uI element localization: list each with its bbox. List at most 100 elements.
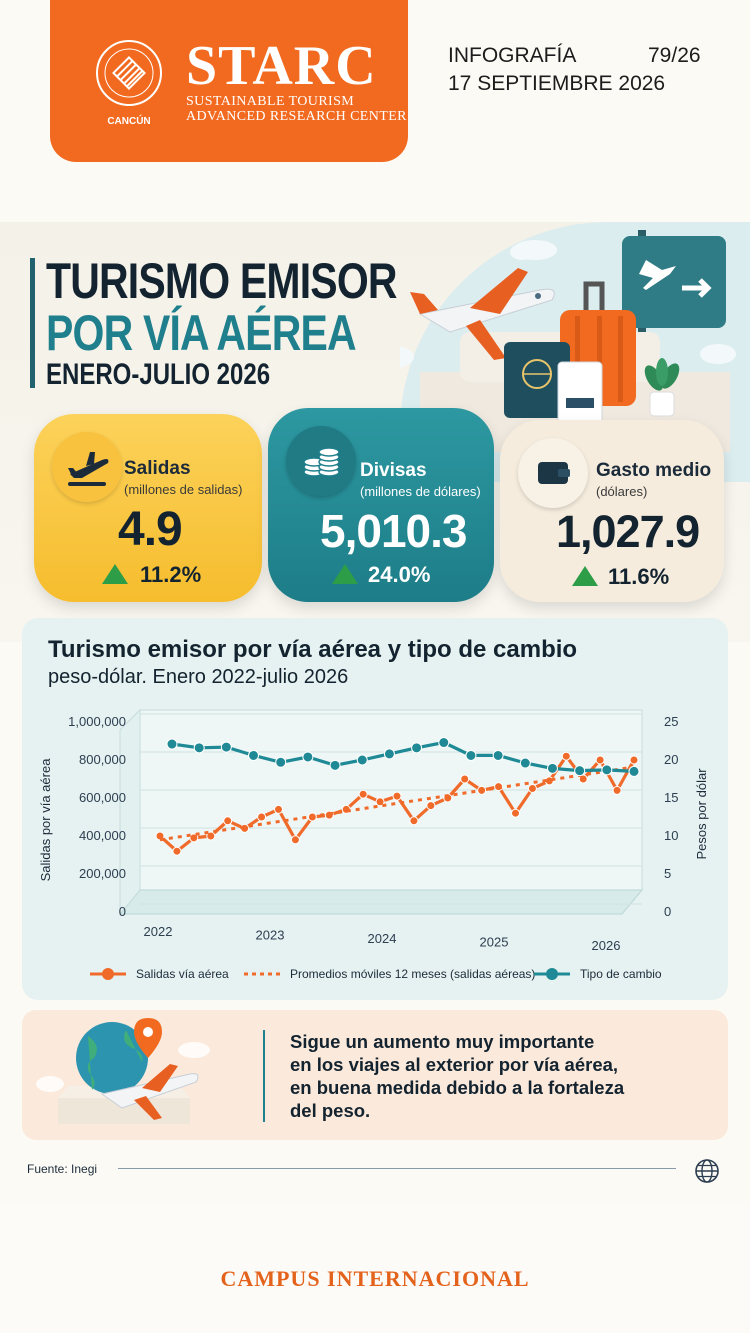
y-tick-label: 400,000 bbox=[79, 828, 126, 843]
data-point-departures bbox=[612, 785, 622, 795]
globe-icon bbox=[695, 1159, 719, 1183]
y2-axis-label: Pesos por dólar bbox=[694, 768, 709, 860]
y-tick-label: 200,000 bbox=[79, 866, 126, 881]
wallet-icon bbox=[538, 462, 570, 484]
data-point-exchange-rate bbox=[275, 756, 287, 768]
data-point-departures bbox=[358, 789, 368, 799]
series-line-moving-average bbox=[159, 765, 635, 842]
line-chart: 0 200,000 400,000 600,000 800,000 1,000,000 0 5… bbox=[38, 708, 709, 981]
legend-marker bbox=[546, 968, 558, 980]
kpi-label: Divisas bbox=[360, 460, 427, 481]
kpi-card-divisas: Divisas (millones de dólares) 5,010.3 24… bbox=[268, 408, 494, 602]
trend-up-icon bbox=[332, 564, 358, 584]
data-point-exchange-rate bbox=[248, 749, 260, 761]
airplane-departure-icon bbox=[68, 452, 109, 486]
message-line: en buena medida debido a la fortaleza bbox=[290, 1077, 625, 1098]
ticket-icon bbox=[557, 361, 603, 425]
data-point-departures bbox=[511, 808, 520, 818]
location-pin-icon bbox=[134, 1018, 162, 1058]
brand-subtitle-1: SUSTAINABLE TOURISM bbox=[186, 94, 355, 109]
data-point-departures bbox=[257, 812, 267, 822]
data-point-exchange-rate bbox=[356, 754, 368, 766]
data-point-departures bbox=[595, 755, 605, 765]
y-tick-label: 1,000,000 bbox=[68, 714, 126, 729]
kpi-label: Salidas bbox=[124, 458, 191, 479]
legend-label: Tipo de cambio bbox=[580, 967, 662, 981]
doc-date: 17 SEPTIEMBRE 2026 bbox=[448, 72, 666, 95]
kpi-card-salidas: Salidas (millones de salidas) 4.9 11.2% bbox=[34, 414, 262, 602]
data-point-exchange-rate bbox=[519, 757, 531, 769]
y-tick-label: 0 bbox=[119, 904, 126, 919]
doc-type: INFOGRAFÍA bbox=[448, 44, 577, 67]
airplane-icon bbox=[410, 268, 555, 360]
x-tick-label: 2024 bbox=[368, 931, 397, 946]
chart-title: Turismo emisor por vía aérea y tipo de c… bbox=[48, 636, 578, 663]
legend-label: Salidas vía aérea bbox=[136, 967, 229, 981]
data-point-exchange-rate bbox=[438, 737, 450, 749]
data-point-exchange-rate bbox=[574, 765, 586, 777]
airplane-icon bbox=[100, 1064, 199, 1120]
kpi-value: 4.9 bbox=[118, 503, 183, 556]
message-line: Sigue un aumento muy importante bbox=[290, 1031, 595, 1052]
brand-block: STARC SUSTAINABLE TOURISM ADVANCED RESEA… bbox=[186, 38, 407, 124]
data-point-exchange-rate bbox=[601, 764, 613, 776]
y2-tick-label: 25 bbox=[664, 714, 678, 729]
kpi-change: 24.0% bbox=[368, 562, 431, 587]
legend-label: Promedios móviles 12 meses (salidas aére… bbox=[290, 967, 535, 981]
globe-location-illustration bbox=[36, 1018, 210, 1124]
page-title-line2: POR VÍA AÉREA bbox=[46, 305, 357, 361]
plant-icon bbox=[644, 358, 680, 417]
data-point-exchange-rate bbox=[383, 748, 395, 760]
message-divider bbox=[263, 1030, 265, 1122]
data-point-exchange-rate bbox=[492, 749, 504, 761]
y-tick-label: 600,000 bbox=[79, 790, 126, 805]
data-point-departures bbox=[561, 751, 571, 761]
page-title-line1: TURISMO EMISOR bbox=[46, 253, 398, 309]
data-point-departures bbox=[426, 801, 436, 811]
kpi-change: 11.2% bbox=[140, 562, 202, 587]
trend-up-icon bbox=[102, 564, 128, 584]
university-seal-logo: CANCÚN bbox=[96, 40, 162, 127]
y2-tick-label: 15 bbox=[664, 790, 678, 805]
legend-marker bbox=[102, 968, 114, 980]
y2-tick-label: 20 bbox=[664, 752, 678, 767]
data-point-departures bbox=[375, 797, 385, 807]
y2-tick-label: 10 bbox=[664, 828, 678, 843]
kpi-unit: (millones de dólares) bbox=[360, 484, 481, 499]
kpi-value: 5,010.3 bbox=[320, 505, 467, 557]
y-tick-label: 800,000 bbox=[79, 752, 126, 767]
header-badge: CANCÚN STARC SUSTAINABLE TOURISM ADVANCE… bbox=[50, 0, 408, 162]
kpi-unit: (dólares) bbox=[596, 484, 648, 499]
brand-subtitle-2: ADVANCED RESEARCH CENTER bbox=[186, 109, 407, 124]
title-accent-bar bbox=[30, 258, 35, 388]
kpi-value: 1,027.9 bbox=[556, 506, 700, 557]
brand-name: STARC bbox=[186, 35, 377, 97]
data-point-departures bbox=[629, 755, 639, 765]
source-divider bbox=[118, 1168, 676, 1169]
data-point-departures bbox=[223, 816, 233, 826]
data-point-departures bbox=[578, 774, 588, 784]
message-line: en los viajes al exterior por vía aérea, bbox=[290, 1054, 619, 1075]
message-text: Sigue un aumento muy importante en los v… bbox=[290, 1030, 710, 1122]
campus-label: CAMPUS INTERNACIONAL bbox=[220, 1266, 530, 1291]
data-point-departures bbox=[290, 835, 300, 845]
page-period: ENERO-JULIO 2026 bbox=[46, 358, 271, 391]
chart-subtitle: peso-dólar. Enero 2022-julio 2026 bbox=[48, 666, 349, 688]
kpi-unit: (millones de salidas) bbox=[124, 482, 243, 497]
bottom-band bbox=[0, 1202, 750, 1333]
direction-sign-icon bbox=[622, 236, 726, 328]
kpi-card-gasto-medio: Gasto medio (dólares) 1,027.9 11.6% bbox=[500, 420, 724, 602]
coins-icon bbox=[303, 447, 340, 477]
data-point-exchange-rate bbox=[302, 751, 314, 763]
document-meta: INFOGRAFÍA 79/26 17 SEPTIEMBRE 2026 bbox=[448, 42, 701, 98]
data-point-exchange-rate bbox=[411, 742, 423, 754]
y2-tick-label: 5 bbox=[664, 866, 671, 881]
trend-up-icon bbox=[572, 566, 598, 586]
data-point-departures bbox=[189, 833, 199, 843]
data-point-exchange-rate bbox=[546, 762, 558, 774]
data-point-exchange-rate bbox=[193, 742, 205, 754]
data-point-departures bbox=[172, 846, 182, 856]
y2-tick-label: 0 bbox=[664, 904, 671, 919]
data-point-exchange-rate bbox=[220, 741, 232, 753]
data-point-departures bbox=[274, 804, 283, 814]
